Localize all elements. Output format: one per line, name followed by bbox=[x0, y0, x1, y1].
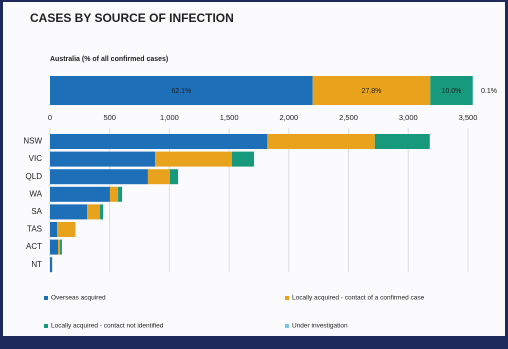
y-tick-label: TAS bbox=[27, 225, 42, 234]
legend-label: Locally acquired - contact not identifie… bbox=[51, 323, 164, 330]
bar bbox=[50, 257, 53, 273]
bar bbox=[118, 186, 123, 202]
share-bar bbox=[430, 76, 473, 105]
bar bbox=[58, 239, 61, 255]
x-tick-label: 0 bbox=[48, 113, 52, 122]
x-tick-label: 3,000 bbox=[399, 113, 418, 122]
y-tick-label: NSW bbox=[23, 137, 42, 146]
chart-title: CASES BY SOURCE OF INFECTION bbox=[30, 11, 234, 25]
value-label: 62.1% bbox=[171, 88, 191, 95]
bar bbox=[232, 151, 254, 167]
y-tick-label: SA bbox=[31, 207, 42, 216]
legend-swatch bbox=[285, 296, 289, 300]
bar bbox=[100, 204, 104, 220]
y-tick-label: NT bbox=[31, 260, 42, 269]
x-tick-label: 500 bbox=[103, 113, 116, 122]
value-label: 27.8% bbox=[362, 88, 382, 95]
bar bbox=[50, 151, 156, 167]
bar bbox=[267, 134, 375, 149]
bar bbox=[147, 169, 171, 185]
bar bbox=[87, 204, 101, 220]
legend-swatch bbox=[44, 324, 48, 328]
bar bbox=[50, 186, 110, 202]
x-tick-label: 2,500 bbox=[339, 113, 358, 122]
bar bbox=[60, 239, 62, 255]
x-tick-label: 1,000 bbox=[160, 113, 179, 122]
share-bar bbox=[312, 76, 431, 105]
x-tick-label: 1,500 bbox=[220, 113, 239, 122]
share-bar bbox=[50, 76, 313, 105]
bar bbox=[50, 169, 148, 185]
x-tick-label: 2,000 bbox=[279, 113, 298, 122]
bar bbox=[374, 134, 430, 149]
y-tick-label: WA bbox=[29, 189, 42, 198]
bar bbox=[170, 169, 179, 185]
bar bbox=[50, 134, 268, 149]
y-tick-label: ACT bbox=[26, 242, 42, 251]
bar bbox=[50, 204, 88, 220]
bar bbox=[155, 151, 233, 167]
bar bbox=[57, 222, 75, 237]
legend-swatch bbox=[285, 324, 289, 328]
value-label: 10.0% bbox=[441, 88, 461, 95]
panel bbox=[3, 2, 505, 336]
value-label: 0.1% bbox=[481, 88, 497, 95]
legend-label: Under investigation bbox=[292, 323, 348, 330]
y-tick-label: VIC bbox=[29, 154, 43, 163]
x-tick-label: 3,500 bbox=[459, 113, 478, 122]
y-tick-label: QLD bbox=[26, 172, 43, 181]
subtitle: Australia (% of all confirmed cases) bbox=[50, 56, 168, 63]
bar bbox=[109, 186, 119, 202]
legend-label: Overseas acquired bbox=[51, 295, 106, 302]
bar bbox=[50, 222, 58, 237]
legend-swatch bbox=[44, 296, 48, 300]
bar bbox=[50, 239, 59, 255]
legend-label: Locally acquired - contact of a confirme… bbox=[292, 295, 425, 302]
